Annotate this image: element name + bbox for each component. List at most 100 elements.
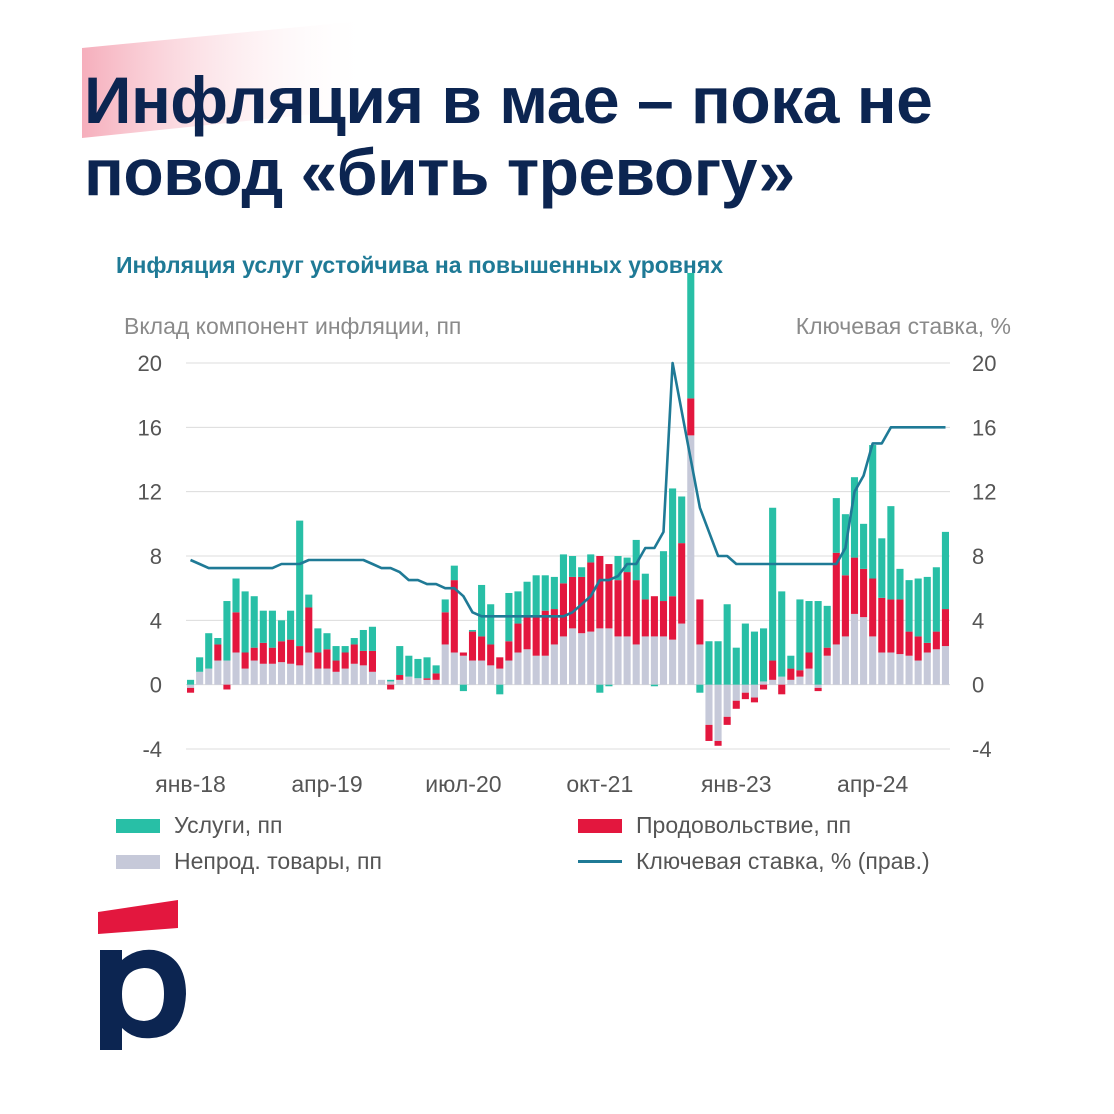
bar-services (741, 623, 749, 685)
bar-nonfood (659, 636, 668, 685)
bar-services (496, 684, 504, 695)
bar-services (823, 605, 831, 648)
bar-nonfood (487, 665, 495, 685)
bar-nonfood (241, 668, 249, 685)
bar-services (850, 477, 859, 558)
bar-services (541, 575, 549, 611)
bar-services (387, 679, 395, 682)
bar-food (296, 646, 304, 666)
bar-food (641, 599, 649, 637)
bar-services (569, 556, 577, 577)
bar-food (187, 687, 195, 693)
bar-food (932, 631, 940, 650)
bar-food (277, 641, 286, 663)
bar-nonfood (268, 663, 276, 685)
legend-label-services: Услуги, пп (174, 812, 283, 838)
bar-services (750, 631, 758, 685)
bar-food (787, 668, 795, 680)
bar-nonfood (850, 613, 859, 685)
bar-food (805, 652, 813, 669)
y-tick-right: 0 (972, 673, 984, 698)
bar-services (869, 445, 877, 579)
bar-services (487, 604, 495, 645)
bar-nonfood (196, 671, 204, 685)
bar-food (305, 607, 313, 653)
bar-food (569, 576, 577, 629)
bar-services (705, 641, 713, 685)
bar-food (341, 652, 349, 669)
bar-services (687, 272, 695, 399)
bar-nonfood (550, 644, 558, 685)
bar-nonfood (432, 679, 440, 685)
bar-services (632, 539, 640, 581)
bar-nonfood (441, 644, 449, 685)
bar-services (305, 594, 313, 608)
bar-nonfood (205, 668, 213, 685)
bar-services (650, 684, 658, 687)
chart-title: Инфляция услуг устойчива на повышенных у… (116, 252, 724, 278)
bar-food (523, 617, 531, 650)
bar-nonfood (396, 679, 404, 685)
bar-food (796, 670, 804, 677)
bar-food (359, 650, 367, 666)
bar-food (814, 687, 822, 692)
bar-nonfood (359, 665, 367, 685)
bar-services (268, 610, 276, 648)
y-tick-left: 16 (138, 415, 162, 440)
headline-line-2: повод «бить тревогу» (84, 135, 795, 209)
bar-services (287, 610, 295, 640)
bar-nonfood (714, 684, 722, 741)
bar-nonfood (314, 668, 322, 685)
legend-swatch-food (578, 818, 622, 833)
bar-services (450, 565, 458, 581)
bar-nonfood (405, 676, 413, 685)
left-axis-title: Вклад компонент инфляции, пп (124, 313, 462, 339)
bar-food (605, 564, 613, 629)
bar-nonfood (187, 684, 195, 688)
bar-food (614, 580, 622, 637)
bar-food (541, 610, 549, 656)
bar-food (650, 596, 658, 637)
legend-label-key-rate: Ключевая ставка, % (прав.) (636, 848, 930, 874)
bar-nonfood (478, 660, 486, 685)
bar-services (641, 573, 649, 600)
bar-nonfood (305, 652, 313, 685)
bar-food (923, 642, 931, 653)
bar-nonfood (678, 623, 686, 685)
bar-services (277, 620, 286, 642)
bar-services (732, 647, 740, 685)
bar-services (941, 531, 949, 610)
y-tick-right: 8 (972, 544, 984, 569)
bar-food (241, 652, 249, 669)
legend-item-key-rate: Ключевая ставка, % (прав.) (578, 848, 930, 875)
y-tick-right: 12 (972, 480, 996, 505)
bar-services (578, 567, 586, 577)
bar-services (314, 628, 322, 653)
legend-item-food: Продовольствие, пп (578, 812, 851, 839)
bar-food (732, 700, 740, 709)
bar-food (259, 642, 267, 664)
brand-logo-icon (98, 900, 186, 1050)
headline: Инфляция в мае – пока не повод «бить тре… (84, 64, 1084, 208)
bar-food (487, 644, 495, 666)
bar-services (723, 604, 731, 685)
headline-line-1: Инфляция в мае – пока не (84, 63, 933, 137)
bar-services (259, 610, 267, 643)
bar-food (678, 543, 686, 624)
bar-nonfood (896, 654, 904, 685)
x-tick-label: апр-24 (837, 771, 908, 797)
bar-nonfood (605, 628, 613, 685)
bar-nonfood (650, 636, 658, 685)
bar-nonfood (669, 639, 677, 685)
y-tick-left: 0 (150, 673, 162, 698)
bar-nonfood (414, 678, 422, 685)
y-tick-right: 4 (972, 608, 984, 633)
bar-services (887, 506, 895, 600)
bar-services (296, 520, 304, 647)
bar-nonfood (323, 668, 331, 685)
bar-nonfood (823, 655, 831, 685)
bar-services (459, 684, 467, 692)
bar-food (268, 647, 276, 664)
legend-label-food: Продовольствие, пп (636, 812, 852, 838)
bar-services (223, 601, 231, 661)
